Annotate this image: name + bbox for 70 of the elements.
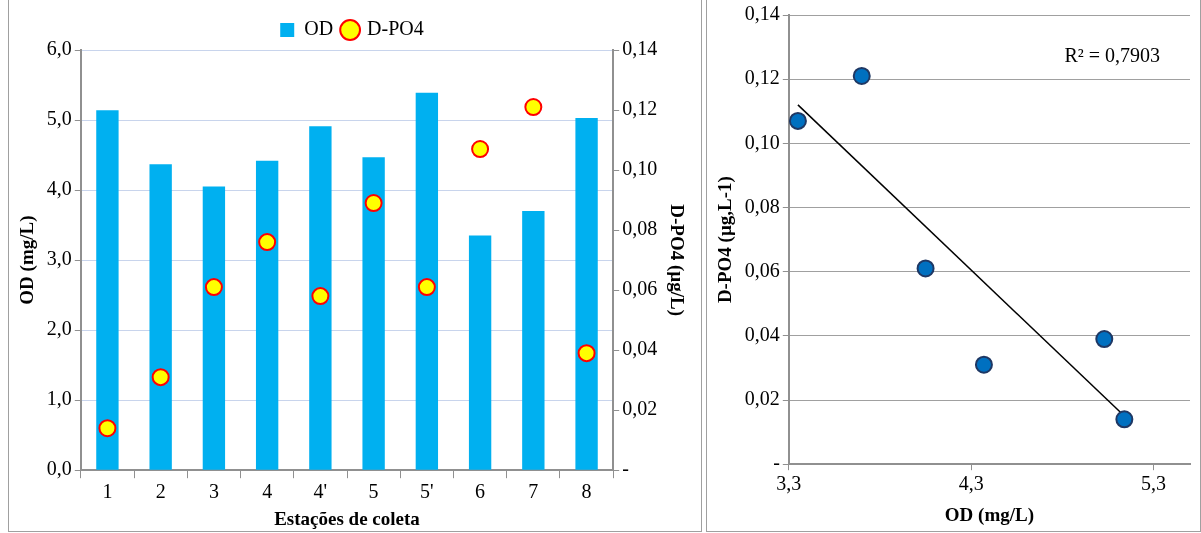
y2-tick-label: 0,10 <box>622 157 658 180</box>
point <box>1095 330 1114 349</box>
y-tick-label: 0,12 <box>744 66 780 89</box>
y-tick-label: 5,0 <box>46 107 72 130</box>
x-axis-title: Estações de coleta <box>274 507 421 529</box>
point <box>524 98 543 117</box>
x-tick-label: 4 <box>262 480 273 503</box>
y2-tick-label: - <box>622 457 629 480</box>
y2-tick-label: 0,12 <box>622 97 658 120</box>
point <box>204 278 223 297</box>
bar <box>362 157 385 470</box>
x-tick-label: 4' <box>313 480 328 503</box>
y-tick-label: 0,06 <box>744 258 780 281</box>
point <box>471 140 490 159</box>
y2-tick-label: 0,04 <box>622 337 658 360</box>
y-tick-label: - <box>773 451 780 474</box>
y-tick-label: 0,04 <box>744 323 780 346</box>
x-tick-label: 1 <box>102 480 113 503</box>
y2-tick-label: 0,08 <box>622 217 658 240</box>
bar <box>202 186 226 470</box>
y-tick-label: 0,08 <box>744 194 780 217</box>
x-tick-label: 2 <box>155 480 166 503</box>
bar <box>149 164 172 470</box>
point <box>151 368 170 387</box>
y-tick-label: 0,02 <box>744 387 780 410</box>
point <box>577 344 596 363</box>
y-tick-label: 0,14 <box>744 2 780 25</box>
bar <box>96 110 119 470</box>
x-tick-label: 3,3 <box>776 472 802 495</box>
bar <box>468 235 492 470</box>
point <box>258 233 277 252</box>
x-tick-label: 7 <box>528 480 539 503</box>
point <box>852 66 871 85</box>
point <box>364 194 383 213</box>
bar <box>415 92 439 470</box>
y2-tick-label: 0,06 <box>622 277 658 300</box>
y2-axis-title: D-PO4 (µg/L) <box>665 204 688 316</box>
y-tick-label: 3,0 <box>46 247 72 270</box>
x-tick-label: 5 <box>368 480 379 503</box>
y-tick-label: 2,0 <box>46 317 72 340</box>
x-tick-label: 5' <box>420 480 434 503</box>
x-tick-label: 8 <box>581 480 592 503</box>
x-tick-label: 6 <box>475 480 486 503</box>
bar <box>522 211 545 470</box>
legend-label: D-PO4 <box>367 17 424 40</box>
y-tick-label: 4,0 <box>46 177 72 200</box>
point <box>974 355 993 374</box>
bar <box>255 160 279 470</box>
y-tick-label: 1,0 <box>46 387 72 410</box>
point <box>311 287 330 306</box>
y-tick-label: 0,0 <box>46 457 72 480</box>
y-tick-label: 6,0 <box>46 37 72 60</box>
y2-tick-label: 0,02 <box>622 397 658 420</box>
bar <box>575 117 598 470</box>
y-tick-label: 0,10 <box>744 130 780 153</box>
x-tick-label: 3 <box>208 480 219 503</box>
annotation: R² = 0,7903 <box>1064 44 1160 67</box>
point <box>1115 410 1134 429</box>
bar <box>309 126 332 470</box>
y-axis-title: D-PO4 (µg,L-1) <box>714 176 737 304</box>
point <box>417 278 436 297</box>
x-tick-label: 4,3 <box>958 472 984 495</box>
x-tick-label: 5,3 <box>1141 472 1167 495</box>
y2-tick-label: 0,14 <box>622 37 658 60</box>
x-axis-title: OD (mg/L) <box>944 503 1034 526</box>
point <box>916 259 935 278</box>
point <box>98 419 117 438</box>
legend-label: OD <box>304 17 334 40</box>
point <box>788 111 807 130</box>
y-axis-title: OD (mg/L) <box>16 215 39 305</box>
